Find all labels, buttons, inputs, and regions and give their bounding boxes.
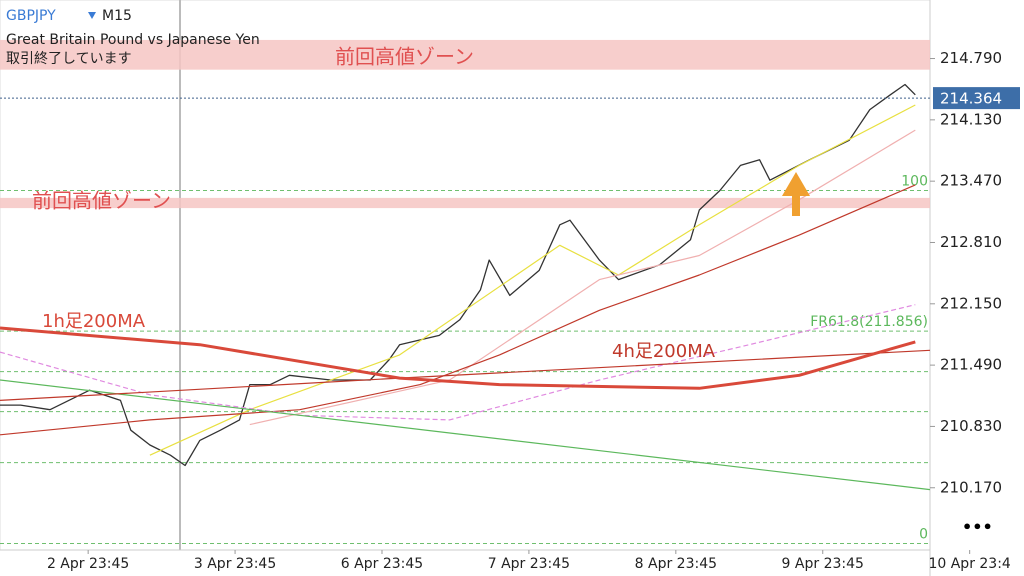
x-tick-label: 9 Apr 23:45 — [782, 556, 864, 572]
y-tick-label: 210.830 — [940, 417, 1002, 435]
y-tick-label: 212.150 — [940, 294, 1002, 312]
x-tick-label: 10 Apr 23:4 — [928, 556, 1010, 572]
subtitle: Great Britain Pound vs Japanese Yen — [6, 32, 260, 48]
y-tick-label: 211.490 — [940, 356, 1002, 374]
series-line — [0, 184, 916, 436]
y-tick-label: 214.790 — [940, 49, 1002, 67]
zone-label: 前回高値ゾーン — [32, 189, 171, 213]
series-line — [0, 304, 916, 421]
y-tick-label: 210.170 — [940, 478, 1002, 496]
y-tick-label: 214.130 — [940, 110, 1002, 128]
series-line — [0, 83, 916, 467]
series-line — [149, 104, 916, 456]
zone — [0, 39, 930, 70]
symbol[interactable]: GBPJPY — [6, 8, 56, 24]
zone-label: 前回高値ゾーン — [335, 45, 474, 69]
dropdown-icon[interactable] — [88, 12, 96, 19]
plot-area — [0, 0, 931, 551]
x-tick-label: 7 Apr 23:45 — [488, 556, 570, 572]
y-tick-label: 212.810 — [940, 233, 1002, 251]
x-tick-label: 6 Apr 23:45 — [341, 556, 423, 572]
series-label: 4h足200MA — [612, 341, 716, 362]
fib-label: 100 — [901, 173, 928, 189]
price-label: 214.364 — [940, 90, 1002, 108]
x-tick-label: 2 Apr 23:45 — [47, 556, 129, 572]
price-box — [933, 87, 1020, 110]
series-line — [0, 379, 931, 491]
series-line — [0, 326, 916, 390]
x-tick-label: 3 Apr 23:45 — [194, 556, 276, 572]
more-icon[interactable]: ••• — [962, 518, 993, 537]
zone — [0, 197, 930, 209]
series-line — [249, 129, 916, 426]
timeframe[interactable]: M15 — [102, 8, 132, 24]
x-tick-label: 8 Apr 23:45 — [635, 556, 717, 572]
status: 取引終了しています — [6, 51, 132, 67]
fib-label: 0 — [919, 526, 928, 542]
y-tick-label: 213.470 — [940, 172, 1002, 190]
layer: 前回高値ゾーン前回高値ゾーン100FR61.8(211.856)04h足200M… — [0, 39, 931, 544]
arrow-icon — [782, 172, 810, 216]
fib-label: FR61.8(211.856) — [810, 314, 928, 330]
series-label: 1h足200MA — [42, 311, 146, 332]
